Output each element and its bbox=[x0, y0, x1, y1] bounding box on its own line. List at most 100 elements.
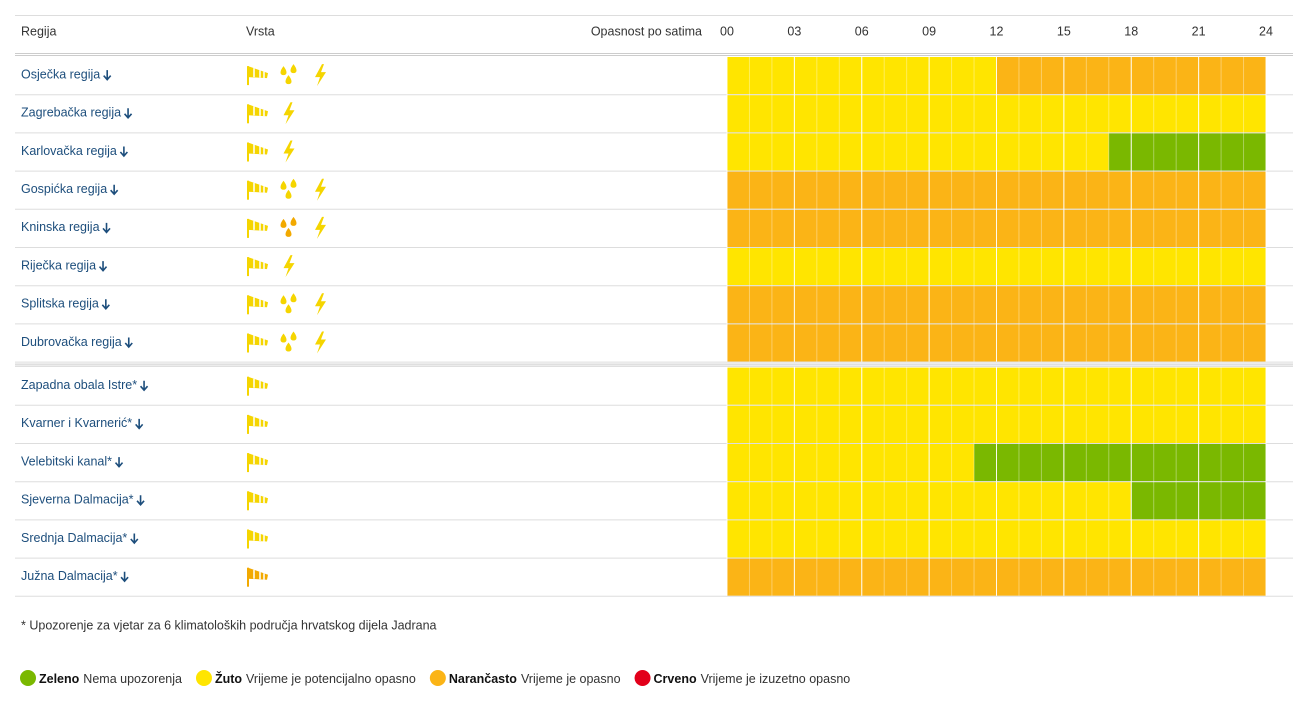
drops bbox=[280, 178, 297, 199]
thunder-icon bbox=[283, 255, 295, 278]
region-name: Gospićka regija bbox=[21, 182, 107, 196]
sock-stripes bbox=[253, 531, 265, 542]
hour-tick-label: 18 bbox=[1124, 24, 1138, 38]
hour-tick-label: 24 bbox=[1259, 24, 1273, 38]
region-name: Splitska regija bbox=[21, 297, 99, 311]
legend-desc: Nema upozorenja bbox=[83, 672, 182, 686]
drops bbox=[280, 64, 297, 85]
legend-desc: Vrijeme je potencijalno opasno bbox=[246, 672, 416, 686]
hour-tick-label: 03 bbox=[787, 24, 801, 38]
legend-dot bbox=[20, 670, 36, 686]
down-arrow bbox=[120, 571, 129, 583]
region-name: Kvarner i Kvarnerić* bbox=[21, 416, 132, 430]
sock-stripes bbox=[253, 416, 265, 427]
legend-desc: Vrijeme je izuzetno opasno bbox=[701, 672, 851, 686]
region-name: Južna Dalmacija* bbox=[21, 569, 118, 583]
legend-name: Narančasto bbox=[449, 672, 517, 686]
bolt bbox=[315, 331, 326, 354]
rain-icon bbox=[280, 216, 297, 237]
drops bbox=[280, 331, 297, 352]
wind-icon bbox=[247, 180, 268, 200]
warning-segment bbox=[727, 133, 1109, 171]
sock-stripes bbox=[253, 68, 265, 79]
legend-text: Crveno Vrijeme je izuzetno opasno bbox=[654, 672, 851, 686]
legend-desc: Vrijeme je opasno bbox=[521, 672, 621, 686]
sock bbox=[248, 567, 268, 580]
wind-icon bbox=[247, 104, 268, 124]
down-arrow bbox=[101, 299, 110, 311]
region-header: Regija bbox=[21, 24, 56, 38]
sock bbox=[248, 529, 268, 542]
hour-tick-label: 15 bbox=[1057, 24, 1071, 38]
legend-text: Zeleno Nema upozorenja bbox=[39, 672, 182, 686]
wind-icon bbox=[247, 567, 268, 587]
sock bbox=[248, 104, 268, 117]
hour-tick-label: 06 bbox=[855, 24, 869, 38]
sock bbox=[248, 66, 268, 79]
sock-stripes bbox=[253, 259, 265, 270]
bolt bbox=[283, 140, 295, 163]
bolt bbox=[315, 64, 326, 87]
sock-stripes bbox=[253, 182, 265, 193]
drops bbox=[280, 216, 297, 237]
bolt bbox=[315, 178, 326, 201]
rain-icon bbox=[280, 293, 297, 314]
legend-name: Zeleno bbox=[39, 672, 80, 686]
rain-icon bbox=[280, 64, 297, 85]
region-name: Karlovačka regija bbox=[21, 144, 117, 158]
thunder-icon bbox=[283, 140, 295, 163]
warning-segment bbox=[974, 444, 1266, 482]
sock-stripes bbox=[253, 569, 265, 580]
down-arrow bbox=[114, 457, 124, 468]
sock bbox=[248, 142, 268, 155]
type-header: Vrsta bbox=[246, 24, 275, 38]
down-arrow bbox=[102, 222, 111, 234]
wind-icon bbox=[247, 333, 268, 353]
down-arrow bbox=[130, 533, 139, 545]
sock bbox=[248, 295, 268, 308]
region-name: Riječka regija bbox=[21, 258, 96, 272]
down-arrow bbox=[136, 495, 145, 507]
wind-icon bbox=[247, 295, 268, 315]
wind-icon bbox=[247, 66, 268, 86]
bolt bbox=[315, 293, 326, 316]
footnote: * Upozorenje za vjetar za 6 klimatološki… bbox=[21, 618, 437, 632]
legend-text: Žuto Vrijeme je potencijalno opasno bbox=[215, 671, 416, 686]
rain-icon bbox=[280, 331, 297, 352]
legend-text: Narančasto Vrijeme je opasno bbox=[449, 672, 621, 686]
sock bbox=[248, 257, 268, 270]
wind-icon bbox=[247, 142, 268, 162]
down-arrow bbox=[135, 418, 144, 430]
hour-tick-label: 09 bbox=[922, 24, 936, 38]
wind-icon bbox=[247, 376, 268, 396]
warning-segment bbox=[1108, 133, 1266, 171]
bolt bbox=[283, 255, 295, 278]
thunder-icon bbox=[315, 216, 326, 239]
sock-stripes bbox=[253, 455, 265, 466]
legend-name: Crveno bbox=[654, 672, 697, 686]
drops bbox=[280, 293, 297, 314]
legend-dot bbox=[429, 670, 446, 686]
sock-stripes bbox=[253, 335, 265, 346]
region-name: Srednja Dalmacija* bbox=[21, 531, 127, 545]
wind-icon bbox=[247, 218, 268, 238]
region-name: Kninska regija bbox=[21, 220, 100, 234]
sock bbox=[248, 491, 268, 504]
region-name: Sjeverna Dalmacija* bbox=[21, 493, 134, 507]
thunder-icon bbox=[315, 64, 326, 87]
region-name: Zapadna obala Istre* bbox=[21, 378, 137, 392]
hour-tick-label: 12 bbox=[990, 24, 1004, 38]
thunder-icon bbox=[315, 178, 326, 201]
hour-tick-label: 21 bbox=[1192, 24, 1206, 38]
down-arrow bbox=[124, 337, 133, 349]
thunder-icon bbox=[283, 102, 295, 125]
sock-stripes bbox=[253, 493, 265, 504]
wind-icon bbox=[247, 414, 268, 434]
wind-icon bbox=[247, 491, 268, 511]
down-arrow bbox=[103, 70, 112, 81]
sock-stripes bbox=[253, 297, 265, 308]
down-arrow bbox=[123, 108, 133, 120]
down-arrow bbox=[110, 184, 119, 196]
sock bbox=[248, 376, 268, 389]
